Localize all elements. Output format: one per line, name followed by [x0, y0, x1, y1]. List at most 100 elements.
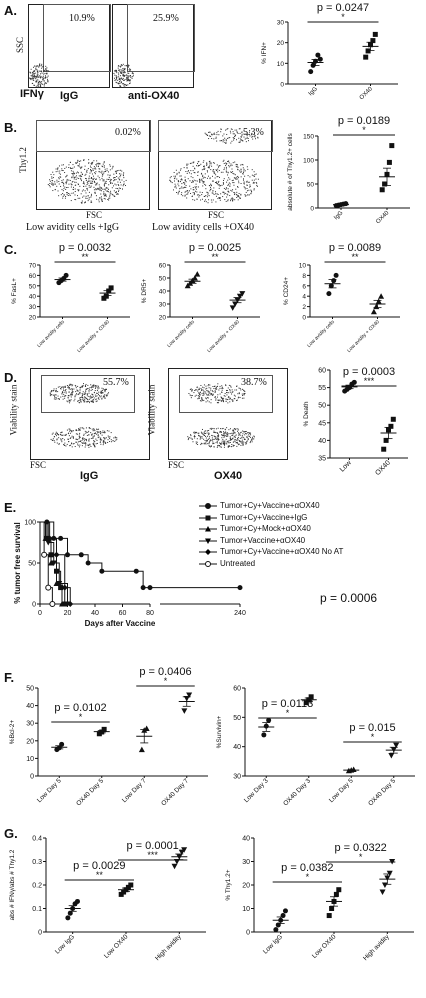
y-tick-label: 40: [242, 836, 250, 843]
y-tick-label: 100: [24, 520, 36, 527]
x-axis-label: IFNγ: [20, 88, 44, 100]
p-value-label: p = 0.0322: [335, 842, 387, 854]
y-tick-label: 40: [29, 294, 37, 301]
category-label: Low IgG: [262, 933, 284, 955]
data-point: [181, 708, 188, 714]
data-point: [331, 278, 337, 284]
flow-event-cloud: [187, 427, 255, 448]
legend-swatch: [199, 538, 217, 544]
category-label: High avidity: [362, 933, 391, 962]
significance-stars: *: [79, 712, 83, 722]
category-label: Low OX40: [103, 933, 130, 960]
y-tick-label: 40: [159, 289, 167, 296]
legend-marker: [205, 538, 211, 544]
y-axis-label: % Thy1.2+: [225, 869, 232, 900]
data-point: [308, 694, 314, 700]
y-tick-label: 60: [318, 368, 326, 375]
legend-item: Tumor+Cy+Mock+αOX40: [198, 523, 343, 535]
flow-event-cloud: [113, 63, 134, 88]
gate-percentage: 25.9%: [153, 13, 179, 24]
y-tick-label: 40: [233, 744, 241, 751]
y-axis-label: absolute # of Thy1.2+ cells: [287, 133, 294, 211]
gate-percentage: 5.3%: [243, 127, 264, 138]
data-point: [383, 437, 389, 443]
survival-point: [50, 560, 57, 566]
y-tick-label: 0: [310, 206, 314, 213]
data-point: [308, 69, 314, 75]
data-point: [333, 891, 339, 897]
y-tick-label: 50: [318, 403, 326, 410]
data-point: [103, 293, 109, 299]
survival-point: [61, 584, 68, 591]
data-point: [386, 870, 393, 877]
data-point: [186, 692, 193, 699]
survival-point: [99, 568, 105, 574]
plot-caption-igg: Low avidity cells +IgG: [26, 222, 120, 233]
data-point: [326, 913, 332, 919]
flow-event-cloud: [47, 159, 127, 204]
data-point: [386, 159, 392, 165]
legend-marker: [205, 503, 211, 509]
flow-plot-d-igg: 55.7%: [30, 368, 150, 460]
category-label: OX40: [375, 210, 391, 226]
y-tick-label: 6: [302, 283, 306, 290]
gate-percentage: 0.02%: [115, 127, 141, 138]
y-tick-label: 55: [318, 385, 326, 392]
survival-curve: [40, 521, 240, 589]
y-tick-label: 0: [38, 930, 42, 937]
legend-swatch: [199, 503, 217, 509]
survival-point: [67, 601, 74, 607]
y-tick-label: 10: [26, 756, 34, 763]
category-label: OX40 Day 7: [160, 777, 190, 807]
category-label: Low: [339, 459, 354, 474]
flow-gate: [36, 120, 151, 152]
p-value-label: p = 0.0032: [59, 242, 111, 254]
y-tick-label: 50: [28, 561, 36, 568]
y-tick-label: 40: [26, 703, 34, 710]
y-tick-label: 0.4: [32, 836, 42, 843]
data-point: [375, 298, 382, 304]
p-value-label: p = 0.0001: [127, 840, 179, 852]
legend-marker: [205, 526, 211, 532]
y-tick-label: 0.2: [32, 883, 42, 890]
survival-point: [140, 585, 146, 591]
p-value-label: p = 0.0113: [262, 698, 313, 710]
panel-letter-a: A.: [4, 3, 17, 18]
survival-point: [133, 568, 139, 574]
category-label: Low Day 5: [328, 777, 355, 804]
data-point: [317, 56, 323, 62]
y-tick-label: 20: [159, 315, 167, 322]
category-label: Low avidity + OX40: [346, 319, 381, 354]
flow-gate: [127, 4, 195, 72]
significance-stars: *: [371, 732, 375, 742]
data-point: [389, 143, 395, 149]
y-tick-label: 30: [26, 721, 34, 728]
data-point: [379, 889, 386, 896]
legend-marker: [205, 515, 211, 520]
y-axis-label: % FasL+: [11, 278, 18, 304]
y-tick-label: 100: [303, 158, 314, 165]
p-value-label: p = 0.015: [349, 722, 395, 734]
category-label: IgG: [333, 210, 344, 221]
plot-label-ox40: anti-OX40: [128, 90, 180, 102]
y-tick-label: 0: [246, 930, 250, 937]
y-tick-label: 50: [159, 276, 167, 283]
category-label: OX40 Day 5: [367, 777, 397, 807]
survival-point: [53, 551, 60, 558]
data-point: [333, 272, 339, 278]
plot-label-igg: IgG: [60, 90, 79, 102]
x-tick-label: 0: [38, 610, 42, 617]
category-label: Low Day 7: [121, 777, 148, 804]
gate-percentage: 55.7%: [103, 377, 129, 388]
y-tick-label: 50: [307, 182, 315, 189]
panel-letter-e: E.: [4, 500, 17, 515]
y-tick-label: 30: [159, 302, 167, 309]
p-value-label: p = 0.0102: [54, 702, 106, 714]
data-point: [181, 847, 188, 853]
survival-point: [58, 585, 64, 591]
flow-event-cloud: [50, 427, 118, 448]
y-tick-label: 8: [302, 273, 306, 280]
plot-caption-ox40: Low avidity cells +OX40: [152, 222, 255, 233]
x-axis-label: FSC: [208, 210, 225, 220]
